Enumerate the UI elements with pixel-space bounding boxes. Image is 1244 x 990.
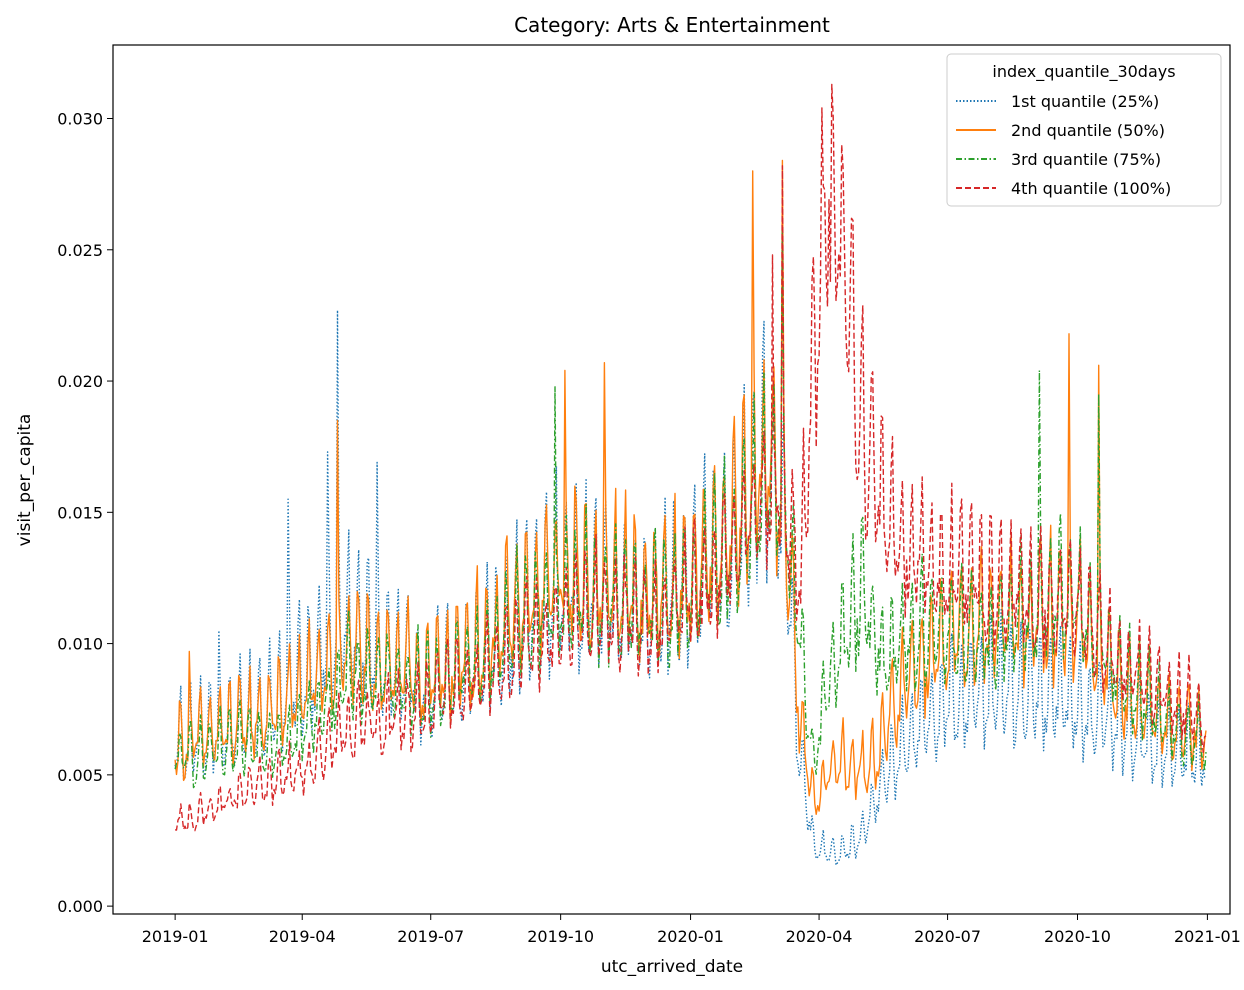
y-tick-label: 0.010: [57, 635, 103, 654]
legend: index_quantile_30days 1st quantile (25%)…: [946, 53, 1222, 207]
legend-title: index_quantile_30days: [992, 62, 1175, 82]
y-tick-label: 0.015: [57, 503, 103, 522]
legend-box: [946, 53, 1222, 207]
y-tick-label: 0.025: [57, 241, 103, 260]
x-tick-label: 2019-10: [527, 927, 594, 946]
y-tick-label: 0.005: [57, 766, 103, 785]
series-line-4: [175, 83, 1207, 832]
legend-items: 1st quantile (25%) 2nd quantile (50%) 3rd …: [956, 92, 1171, 198]
plot-lines: [174, 83, 1207, 866]
legend-label: 1st quantile (25%): [1011, 92, 1159, 111]
chart-title: Category: Arts & Entertainment: [514, 13, 830, 37]
x-tick-label: 2021-01: [1174, 927, 1241, 946]
x-tick-label: 2020-04: [786, 927, 853, 946]
y-axis-label: visit_per_capita: [15, 414, 35, 547]
plot-frame: [112, 44, 1231, 915]
y-axis: 0.000 0.005 0.010 0.015 0.020 0.025 0.030: [57, 110, 113, 916]
series-line-3: [174, 228, 1207, 789]
x-axis: 2019-01 2019-04 2019-07 2019-10 2020-01 2020-…: [142, 914, 1241, 946]
x-axis-label: utc_arrived_date: [601, 957, 743, 977]
x-tick-label: 2020-10: [1044, 927, 1111, 946]
x-tick-label: 2020-07: [914, 927, 981, 946]
y-tick-label: 0.020: [57, 372, 103, 391]
x-tick-label: 2020-01: [657, 927, 724, 946]
y-tick-label: 0.030: [57, 110, 103, 129]
x-tick-label: 2019-01: [142, 927, 209, 946]
x-tick-label: 2019-04: [269, 927, 336, 946]
y-tick-label: 0.000: [57, 897, 103, 916]
legend-label: 4th quantile (100%): [1011, 179, 1171, 198]
x-tick-label: 2019-07: [397, 927, 464, 946]
legend-label: 2nd quantile (50%): [1011, 121, 1165, 140]
legend-label: 3rd quantile (75%): [1011, 150, 1161, 169]
